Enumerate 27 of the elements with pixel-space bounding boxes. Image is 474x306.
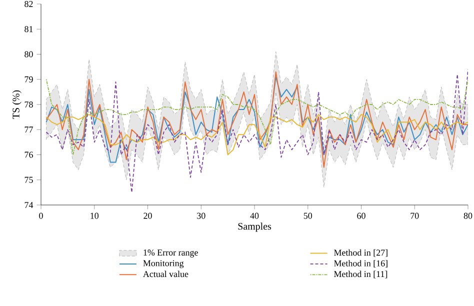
y-tick-label: 78	[24, 101, 33, 108]
legend-label: Actual value	[143, 270, 188, 278]
y-tick-label: 80	[24, 51, 33, 58]
x-tick-label: 70	[410, 212, 419, 219]
y-tick-label: 75	[24, 176, 33, 183]
y-tick-label: 82	[24, 0, 33, 8]
legend-label: 1% Error range	[144, 250, 198, 258]
y-tick-label: 76	[24, 152, 33, 158]
x-tick-label: 40	[250, 212, 259, 219]
x-tick-label: 20	[144, 212, 152, 219]
x-tick-label: 50	[304, 212, 312, 219]
legend-label: Method in [16]	[334, 260, 388, 268]
y-tick-label: 81	[24, 26, 33, 32]
x-tick-label: 80	[464, 212, 472, 219]
legend-label: Monitoring	[143, 260, 184, 268]
x-tick-label: 30	[197, 212, 206, 219]
x-tick-label: 60	[357, 212, 366, 219]
legend-label: Method in [11]	[334, 270, 388, 278]
y-tick-label: 74	[24, 202, 34, 208]
legend-label: Method in [27]	[334, 249, 388, 257]
y-tick-label: 79	[24, 76, 33, 82]
line-series	[46, 68, 468, 193]
y-tick-label: 77	[24, 126, 33, 133]
x-tick-label: 10	[90, 212, 99, 219]
x-axis-title: Samples	[238, 222, 272, 232]
x-tick-label: 0	[39, 212, 43, 219]
y-axis-title: TS (%)	[12, 90, 22, 119]
